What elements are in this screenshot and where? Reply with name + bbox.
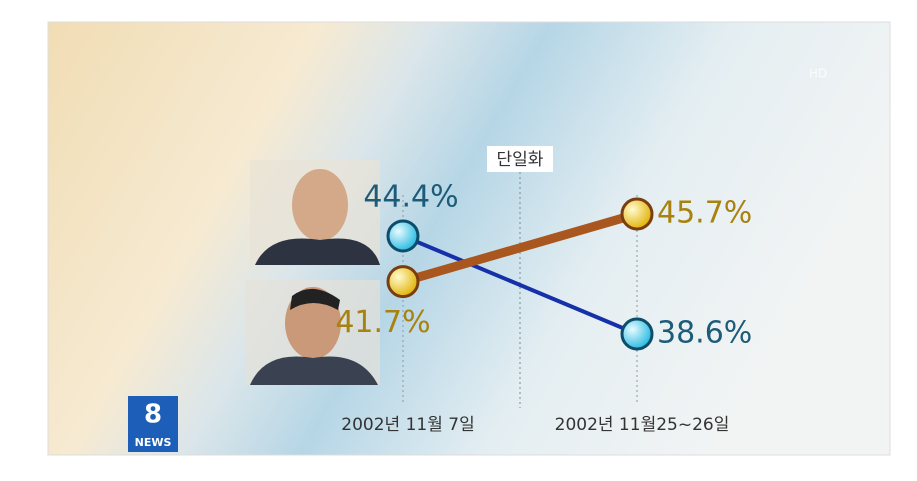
point	[620, 197, 654, 231]
point	[386, 265, 420, 299]
panel	[47, 21, 891, 456]
logo-box	[128, 396, 178, 452]
value-label: 38.6%	[657, 316, 752, 351]
series-line	[401, 233, 639, 336]
watermark: HD	[809, 67, 827, 81]
x-tick-label: 2002년 11월 7일	[341, 415, 474, 435]
logo-number: 8	[144, 400, 162, 430]
x-tick-label: 2002년 11월25~26일	[555, 415, 730, 435]
value-label: 41.7%	[335, 305, 430, 340]
series-line	[398, 209, 642, 287]
value-label: 45.7%	[657, 196, 752, 231]
annotation: 단일화	[497, 150, 544, 170]
point	[386, 219, 420, 253]
point	[620, 317, 654, 351]
logo-text: NEWS	[135, 436, 172, 449]
value-label: 44.4%	[363, 179, 458, 214]
portrait-bottom	[245, 280, 380, 385]
portrait-top	[250, 160, 380, 265]
annotation-box	[487, 146, 553, 172]
